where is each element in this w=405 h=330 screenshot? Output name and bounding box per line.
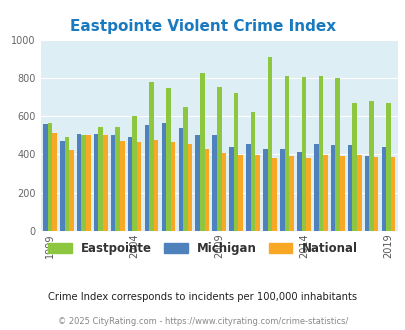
Bar (339, 156, 344, 231)
Bar (301, 77, 305, 231)
Bar (149, 82, 153, 231)
Bar (94, 134, 98, 231)
Bar (178, 128, 183, 231)
Bar (288, 156, 293, 231)
Bar (322, 155, 327, 231)
Bar (272, 158, 276, 231)
Bar (318, 76, 322, 231)
Bar (279, 149, 284, 231)
Bar (296, 151, 301, 231)
Bar (233, 93, 238, 231)
Bar (284, 76, 288, 231)
Bar (262, 149, 267, 231)
Bar (200, 73, 204, 231)
Bar (153, 140, 158, 231)
Bar (115, 127, 119, 231)
Bar (103, 135, 107, 231)
Bar (305, 158, 310, 231)
Bar (171, 142, 175, 231)
Bar (111, 135, 115, 231)
Bar (81, 135, 86, 231)
Bar (347, 145, 352, 231)
Bar (330, 145, 335, 231)
Bar (381, 147, 385, 231)
Bar (52, 133, 57, 231)
Bar (216, 87, 221, 231)
Bar (212, 135, 216, 231)
Text: Eastpointe Violent Crime Index: Eastpointe Violent Crime Index (70, 19, 335, 34)
Bar (47, 123, 52, 231)
Bar (144, 125, 149, 231)
Bar (356, 155, 361, 231)
Bar (335, 78, 339, 231)
Bar (60, 141, 64, 231)
Bar (313, 144, 318, 231)
Bar (246, 144, 250, 231)
Bar (69, 150, 74, 231)
Bar (183, 107, 187, 231)
Bar (369, 101, 373, 231)
Bar (161, 123, 166, 231)
Bar (128, 137, 132, 231)
Bar (132, 116, 136, 231)
Bar (195, 135, 200, 231)
Bar (166, 88, 171, 231)
Bar (364, 156, 369, 231)
Bar (390, 157, 394, 231)
Text: Crime Index corresponds to incidents per 100,000 inhabitants: Crime Index corresponds to incidents per… (48, 292, 357, 302)
Legend: Eastpointe, Michigan, National: Eastpointe, Michigan, National (43, 237, 362, 260)
Bar (238, 155, 243, 231)
Bar (43, 124, 47, 231)
Bar (119, 141, 124, 231)
Bar (98, 127, 103, 231)
Bar (187, 144, 192, 231)
Bar (64, 137, 69, 231)
Bar (136, 142, 141, 231)
Bar (77, 134, 81, 231)
Bar (229, 147, 233, 231)
Bar (255, 155, 259, 231)
Text: © 2025 CityRating.com - https://www.cityrating.com/crime-statistics/: © 2025 CityRating.com - https://www.city… (58, 317, 347, 326)
Bar (86, 135, 90, 231)
Bar (267, 57, 272, 231)
Bar (204, 149, 209, 231)
Bar (250, 112, 255, 231)
Bar (352, 103, 356, 231)
Bar (385, 103, 390, 231)
Bar (221, 153, 226, 231)
Bar (373, 157, 377, 231)
